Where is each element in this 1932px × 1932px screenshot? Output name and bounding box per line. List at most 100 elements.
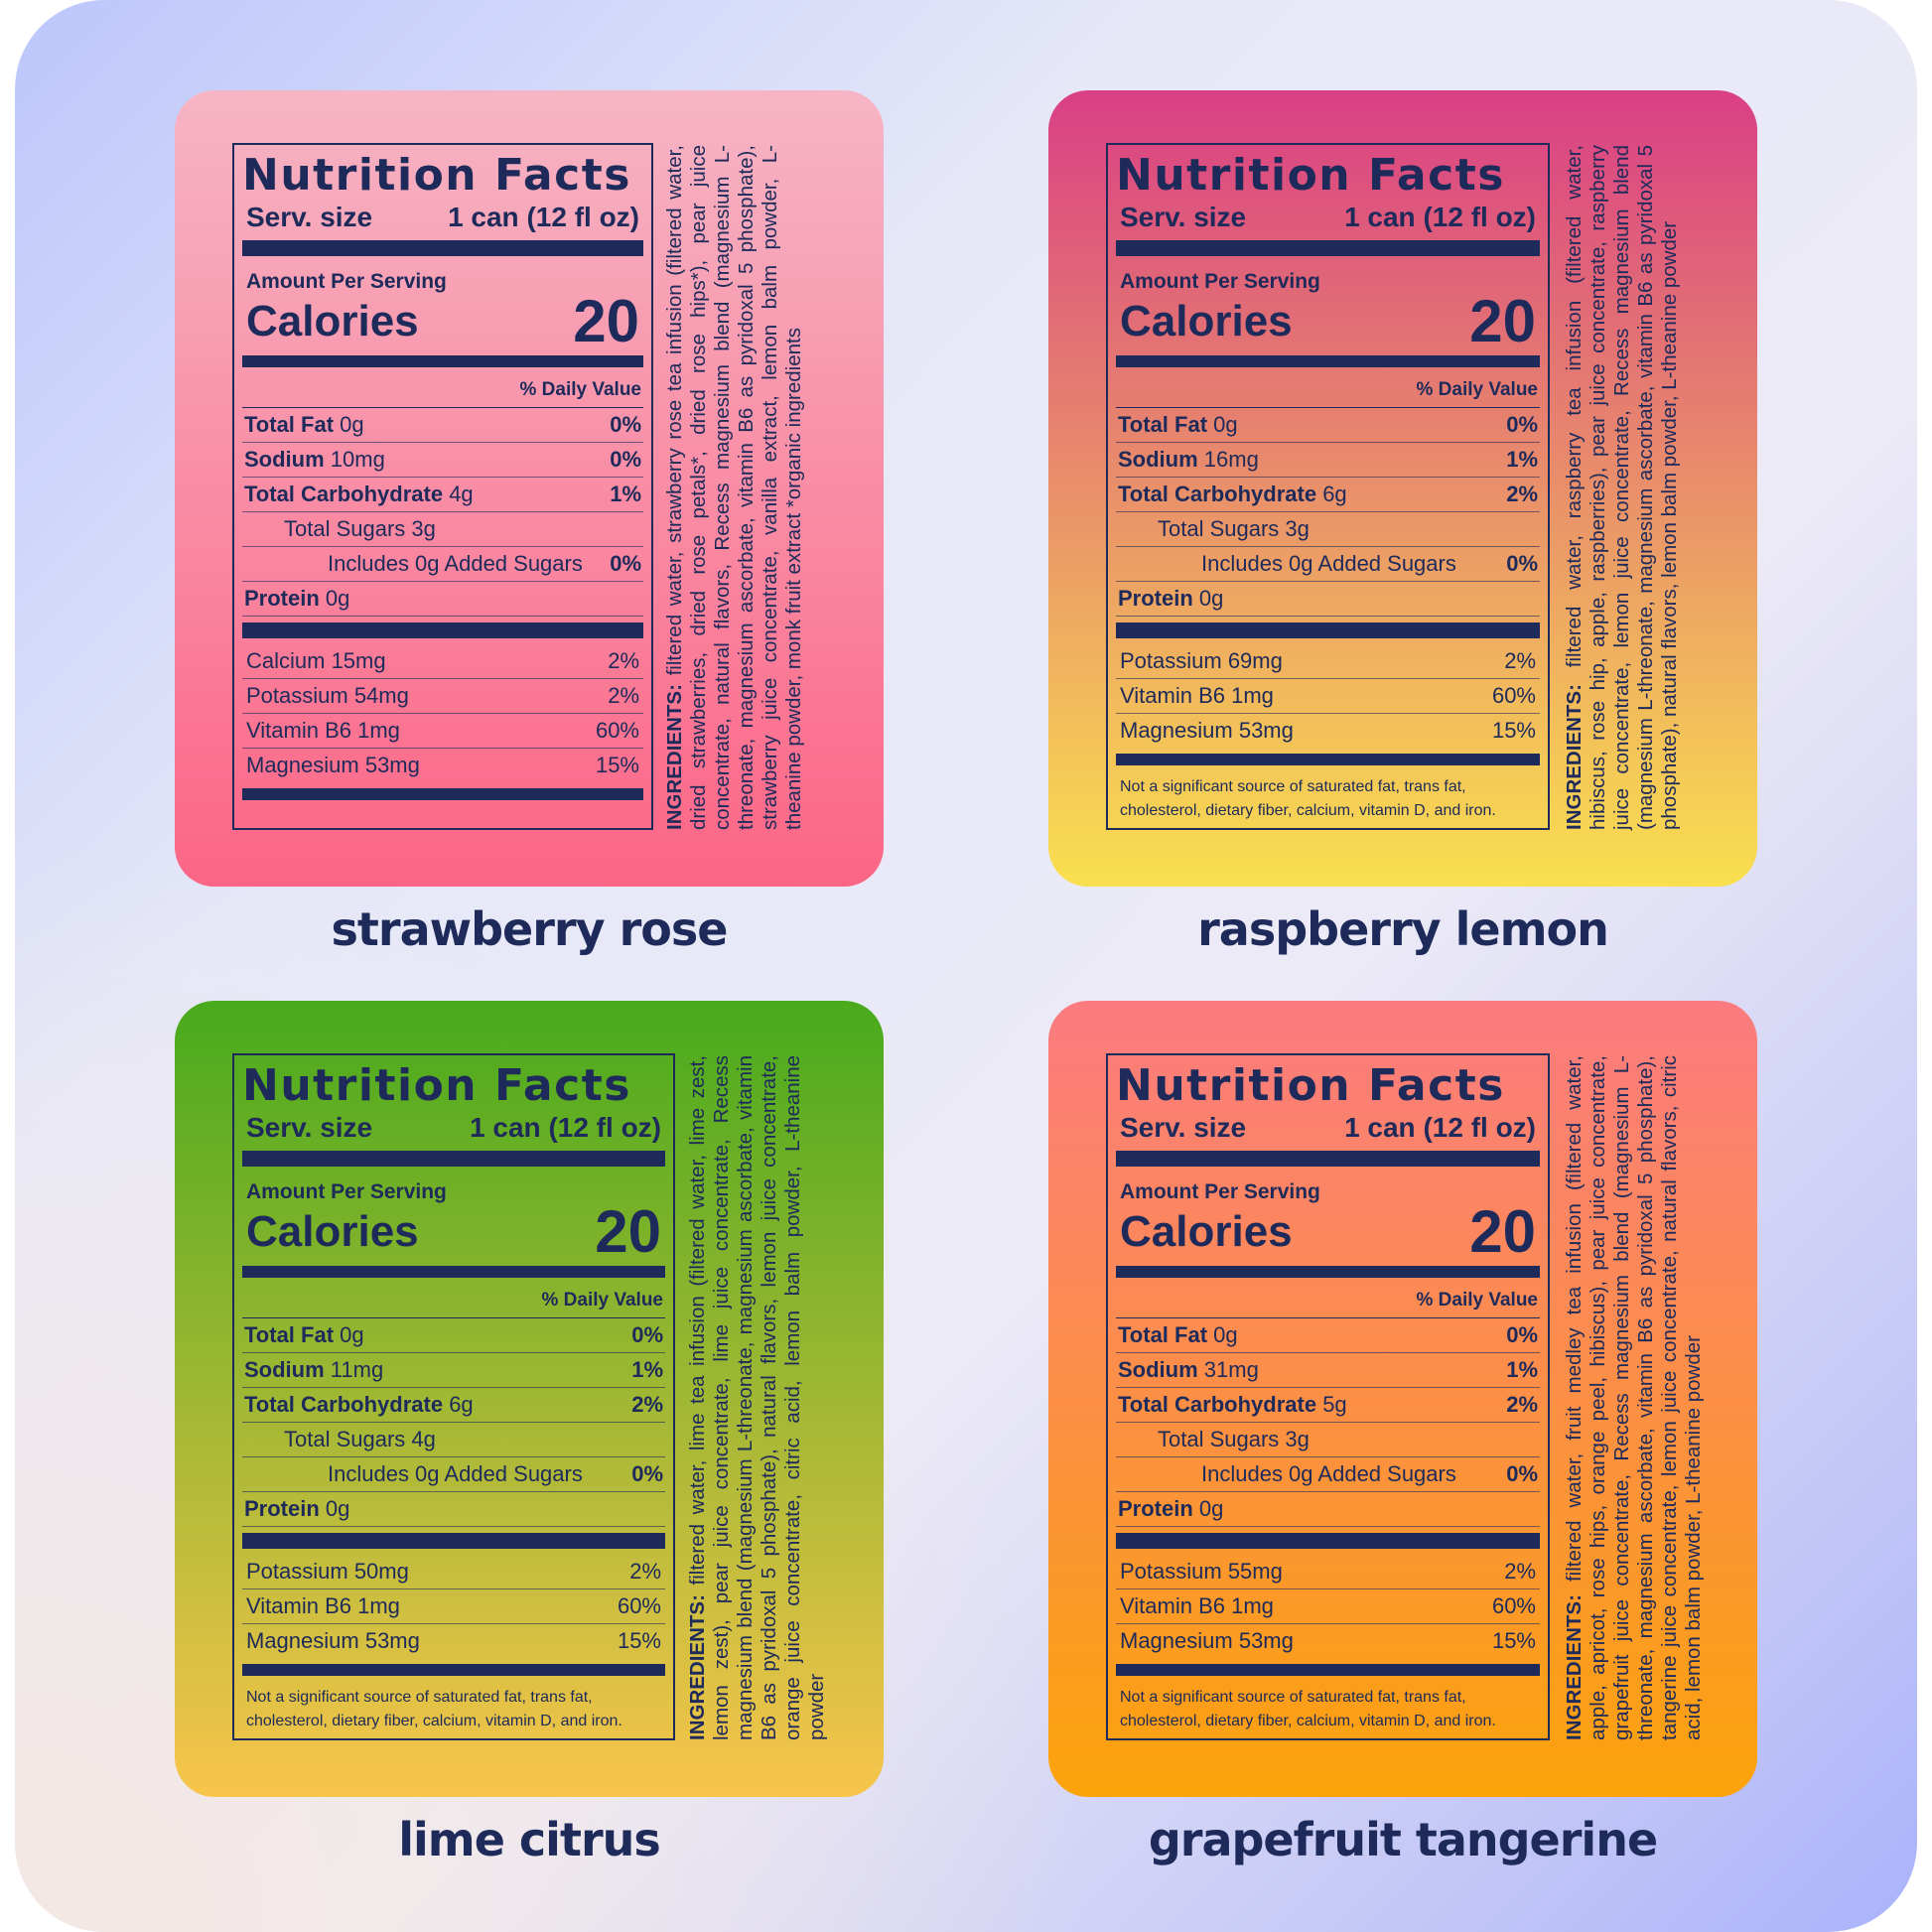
mineral-daily-value: 15% — [617, 1628, 661, 1653]
calories-row: Calories 20 — [242, 292, 643, 351]
divider — [242, 1266, 665, 1278]
flavor-name: lime citrus — [398, 1813, 661, 1866]
calories-label: Calories — [246, 1207, 419, 1256]
nutrient-daily-value: 0% — [610, 412, 641, 437]
nutrient-row: Sodium 16mg 1% — [1116, 443, 1540, 478]
ingredients-text: INGREDIENTS: filtered water, lime tea in… — [686, 1055, 844, 1740]
divider — [1116, 355, 1540, 367]
divider — [1116, 240, 1540, 256]
ingredients-text: INGREDIENTS: filtered water, fruit medle… — [1563, 1055, 1718, 1740]
divider — [1116, 1664, 1540, 1676]
mineral-row: Magnesium 53mg 15% — [1116, 714, 1540, 748]
ingredients-label: INGREDIENTS: — [1563, 1594, 1586, 1740]
calories-value: 20 — [595, 1198, 661, 1265]
nutrient-row: Sodium 10mg 0% — [242, 443, 643, 478]
serving-size: Serv. size 1 can (12 fl oz) — [242, 201, 643, 234]
nutrient-row: Total Fat 0g 0% — [1116, 408, 1540, 443]
serving-size: Serv. size 1 can (12 fl oz) — [1116, 1111, 1540, 1145]
nutrient-daily-value: 0% — [1506, 1322, 1538, 1347]
mineral-name: Potassium 54mg — [246, 683, 409, 708]
serving-size-value: 1 can (12 fl oz) — [1344, 202, 1536, 232]
nutrient-name: Sodium — [244, 447, 325, 472]
nutrient-daily-value: 2% — [1506, 482, 1538, 506]
ingredients-label: INGREDIENTS: — [1563, 684, 1586, 830]
divider — [242, 240, 643, 256]
mineral-name: Magnesium 53mg — [1120, 718, 1294, 743]
nutrient-amount: 6g — [1322, 482, 1347, 506]
mineral-row: Vitamin B6 1mg 60% — [1116, 1589, 1540, 1624]
nutrient-row: Protein 0g — [1116, 1492, 1540, 1527]
mineral-name: Vitamin B6 1mg — [1120, 1593, 1274, 1618]
amount-per-serving: Amount Per Serving — [1120, 1180, 1320, 1203]
nutrient-amount: 4g — [449, 482, 474, 506]
nutrient-row: Total Sugars 4g — [242, 1423, 665, 1457]
serving-size-value: 1 can (12 fl oz) — [1344, 1112, 1536, 1143]
nutrient-name: Total Carbohydrate — [1118, 1392, 1317, 1417]
divider — [242, 1533, 665, 1549]
panel-title: Nutrition Facts — [1116, 150, 1505, 201]
nutrient-row: Total Carbohydrate 6g 2% — [1116, 478, 1540, 512]
mineral-name: Potassium 55mg — [1120, 1559, 1283, 1584]
mineral-daily-value: 2% — [629, 1559, 661, 1584]
nutrient-name: Total Fat — [1118, 412, 1208, 437]
mineral-daily-value: 15% — [1491, 1628, 1536, 1653]
mineral-daily-value: 15% — [1491, 718, 1536, 743]
nutrient-amount: 10mg — [330, 447, 385, 472]
nutrition-facts-panel: Nutrition Facts Serv. size 1 can (12 fl o… — [1106, 1053, 1550, 1740]
nutrient-name: Protein — [1118, 1496, 1193, 1521]
calories-row: Calories 20 — [1116, 292, 1540, 351]
nutrient-name: Protein — [244, 1496, 320, 1521]
mineral-row: Potassium 55mg 2% — [1116, 1555, 1540, 1589]
nutrient-name: Total Sugars — [1158, 1427, 1280, 1451]
mineral-row: Magnesium 53mg 15% — [242, 749, 643, 782]
daily-value-header: % Daily Value — [242, 1284, 665, 1318]
nutrient-amount: 0g — [1198, 1496, 1224, 1521]
nutrient-row: Total Sugars 3g — [242, 512, 643, 547]
nutrient-daily-value: 0% — [1506, 551, 1538, 576]
divider — [1116, 1151, 1540, 1167]
minerals-list: Potassium 55mg 2% Vitamin B6 1mg 60% Magnesi… — [1116, 1555, 1540, 1658]
nutrient-row: Total Carbohydrate 5g 2% — [1116, 1388, 1540, 1423]
mineral-row: Vitamin B6 1mg 60% — [242, 1589, 665, 1624]
mineral-name: Potassium 50mg — [246, 1559, 409, 1584]
nutrient-row: Total Fat 0g 0% — [1116, 1318, 1540, 1353]
nutrient-daily-value: 0% — [1506, 412, 1538, 437]
nutrient-row: Includes 0g Added Sugars 0% — [242, 547, 643, 582]
nutrient-amount: 0g — [340, 412, 364, 437]
footnote: Not a significant source of saturated fa… — [1120, 1689, 1496, 1729]
flavor-name: raspberry lemon — [1197, 902, 1609, 956]
divider — [1116, 1533, 1540, 1549]
nutrition-facts-panel: Nutrition Facts Serv. size 1 can (12 fl o… — [1106, 143, 1550, 830]
nutrient-row: Protein 0g — [242, 1492, 665, 1527]
nutrient-row: Includes 0g Added Sugars 0% — [1116, 1457, 1540, 1492]
serving-size-label: Serv. size — [246, 202, 373, 232]
mineral-daily-value: 2% — [1504, 1559, 1536, 1584]
flavor-name: strawberry rose — [331, 902, 729, 956]
serving-size: Serv. size 1 can (12 fl oz) — [242, 1111, 665, 1145]
nutrient-name: Total Sugars — [284, 516, 406, 541]
calories-row: Calories 20 — [1116, 1202, 1540, 1262]
ingredients-label: INGREDIENTS: — [686, 1594, 709, 1740]
mineral-daily-value: 60% — [1491, 1593, 1536, 1618]
divider — [242, 1151, 665, 1167]
mineral-row: Potassium 54mg 2% — [242, 679, 643, 714]
calories-row: Calories 20 — [242, 1198, 665, 1265]
nutrient-row: Total Fat 0g 0% — [242, 408, 643, 443]
mineral-daily-value: 60% — [617, 1593, 661, 1618]
mineral-daily-value: 2% — [608, 683, 639, 708]
serving-size-label: Serv. size — [1120, 1112, 1247, 1143]
nutrient-daily-value: 2% — [631, 1392, 663, 1417]
nutrient-daily-value: 0% — [610, 551, 641, 576]
nutrient-daily-value: 1% — [1506, 1357, 1538, 1382]
calories-label: Calories — [1120, 1207, 1293, 1256]
minerals-list: Potassium 50mg 2% Vitamin B6 1mg 60% Magnesi… — [242, 1555, 665, 1658]
nutrient-row: Protein 0g — [1116, 582, 1540, 617]
mineral-daily-value: 60% — [1491, 683, 1536, 708]
mineral-row: Vitamin B6 1mg 60% — [1116, 679, 1540, 714]
nutrition-card: Nutrition Facts Serv. size 1 can (12 fl o… — [175, 1001, 884, 1797]
nutrient-name: Total Sugars — [284, 1427, 406, 1451]
nutrient-row: Total Carbohydrate 4g 1% — [242, 478, 643, 512]
nutrient-amount: 31mg — [1203, 1357, 1259, 1382]
panel-title: Nutrition Facts — [242, 150, 631, 201]
nutrient-name: Protein — [1118, 586, 1193, 611]
